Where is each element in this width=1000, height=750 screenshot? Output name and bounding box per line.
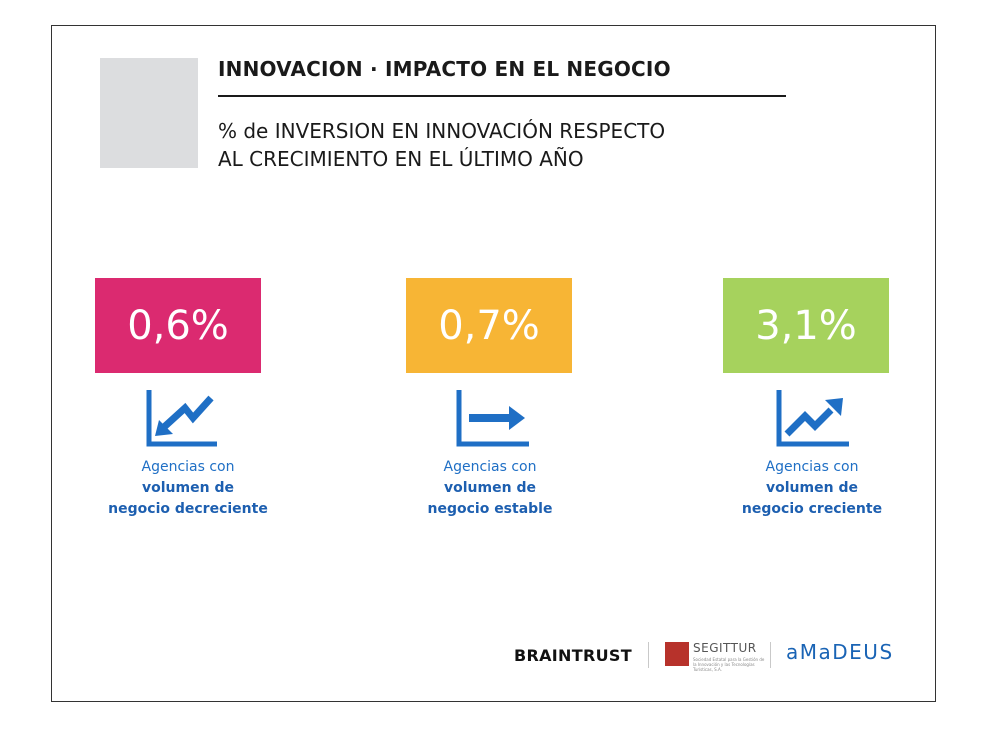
subtitle-line-1: % de INVERSION EN INNOVACIÓN RESPECTO	[218, 119, 666, 143]
caption-line-bold: volumen de	[142, 480, 234, 496]
caption-line: Agencias con	[141, 459, 235, 475]
slide-subtitle: % de INVERSION EN INNOVACIÓN RESPECTO AL…	[218, 117, 778, 173]
segittur-logo-subtext: Sociedad Estatal para la Gestión de la I…	[693, 657, 765, 672]
footer-logos: BRAINTRUST SEGITTUR Sociedad Estatal par…	[0, 630, 1000, 680]
logo-separator	[770, 642, 771, 668]
caption-line-bold: negocio creciente	[741, 501, 883, 517]
caption-line-bold: volumen de	[444, 480, 536, 496]
stat-box-growing: 3,1%	[723, 278, 889, 373]
caption-line-bold: volumen de	[766, 480, 858, 496]
slide-title: INNOVACION · IMPACTO EN EL NEGOCIO	[218, 57, 671, 81]
caption-line-bold: negocio estable	[427, 501, 553, 517]
caption-line: Agencias con	[443, 459, 537, 475]
stat-box-decreasing: 0,6%	[95, 278, 261, 373]
caption-stable: Agencias con volumen de negocio estable	[380, 457, 600, 520]
stat-value: 0,6%	[127, 302, 229, 349]
amadeus-logo: aMaDEUS	[786, 640, 894, 664]
caption-line-bold: negocio decreciente	[108, 501, 268, 517]
decorative-gray-block	[100, 58, 198, 168]
stat-value: 3,1%	[755, 302, 857, 349]
title-divider	[218, 95, 786, 97]
subtitle-line-2: AL CRECIMIENTO EN EL ÚLTIMO AÑO	[218, 147, 584, 171]
trend-flat-icon	[453, 388, 533, 448]
logo-separator	[648, 642, 649, 668]
segittur-logo-mark	[665, 642, 689, 666]
caption-line: Agencias con	[765, 459, 859, 475]
trend-down-icon	[141, 388, 221, 448]
caption-decreasing: Agencias con volumen de negocio decrecie…	[78, 457, 298, 520]
stat-value: 0,7%	[438, 302, 540, 349]
stat-box-stable: 0,7%	[406, 278, 572, 373]
braintrust-logo: BRAINTRUST	[514, 646, 632, 665]
caption-growing: Agencias con volumen de negocio crecient…	[702, 457, 922, 520]
segittur-logo: SEGITTUR	[693, 641, 757, 655]
trend-up-icon	[773, 388, 853, 448]
